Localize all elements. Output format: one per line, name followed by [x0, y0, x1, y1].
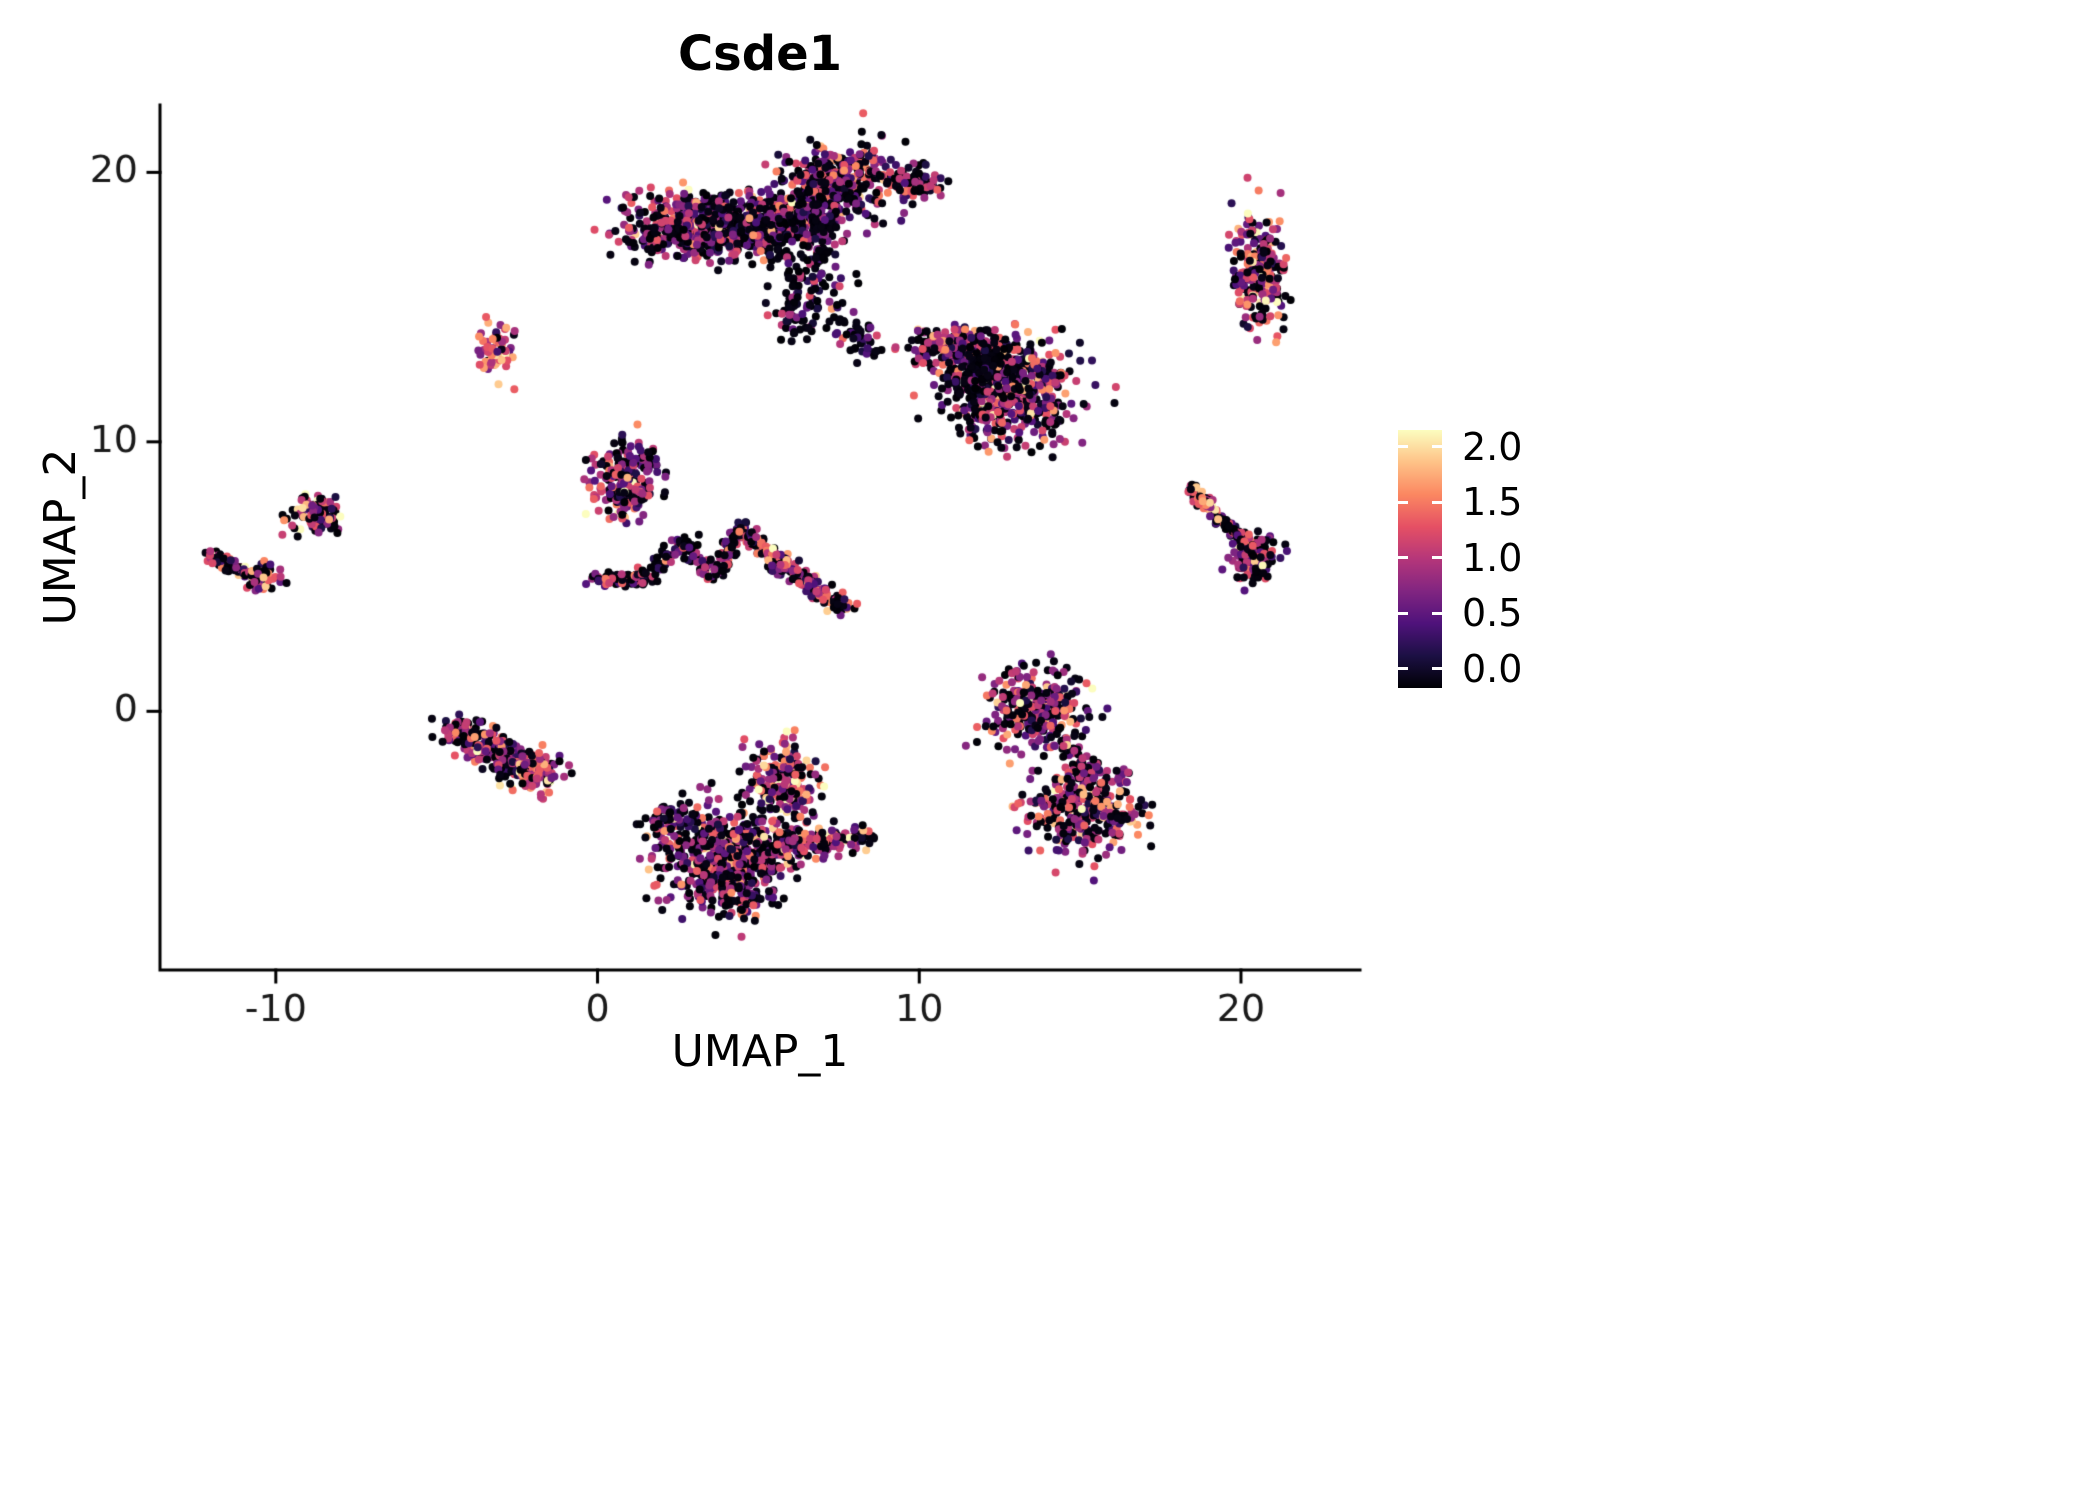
plot-title: Csde1: [677, 26, 843, 82]
colorbar-tick: [1398, 667, 1408, 670]
colorbar-tick: [1432, 501, 1442, 504]
colorbar-tick: [1398, 445, 1408, 448]
colorbar-tick: [1432, 445, 1442, 448]
colorbar-tick: [1432, 612, 1442, 615]
x-axis-label: UMAP_1: [671, 1026, 849, 1077]
y-axis-label: UMAP_2: [35, 448, 86, 626]
colorbar-tick-label: 2.0: [1462, 425, 1523, 469]
colorbar-tick: [1432, 667, 1442, 670]
colorbar-tick-label: 1.0: [1462, 536, 1523, 580]
colorbar-tick: [1432, 556, 1442, 559]
colorbar-tick-label: 0.5: [1462, 591, 1523, 635]
colorbar-tick-label: 0.0: [1462, 647, 1523, 691]
colorbar-tick: [1398, 501, 1408, 504]
colorbar-gradient: [1398, 430, 1442, 688]
colorbar-tick-label: 1.5: [1462, 480, 1523, 524]
colorbar-tick: [1398, 556, 1408, 559]
colorbar-tick: [1398, 612, 1408, 615]
